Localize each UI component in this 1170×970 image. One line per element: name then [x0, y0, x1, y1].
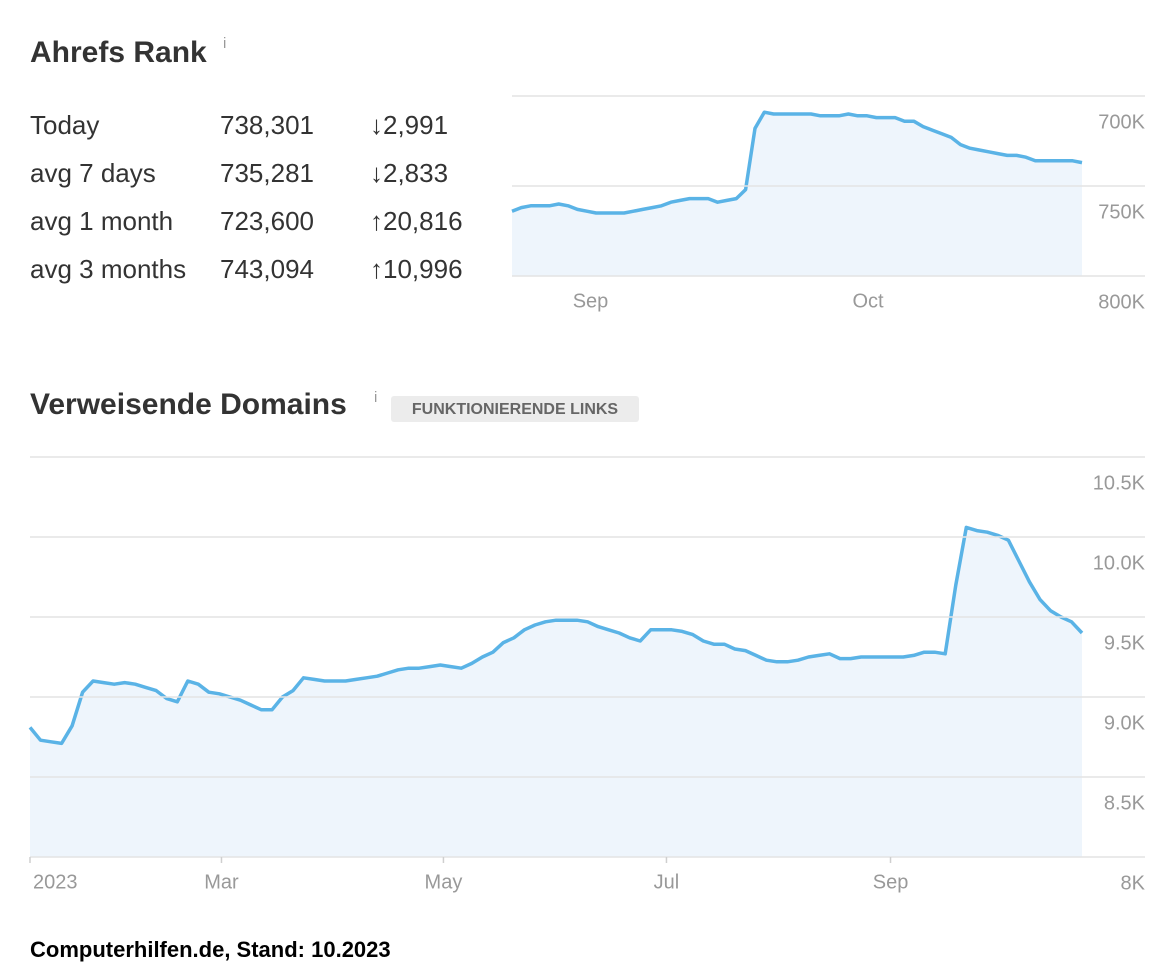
stat-value: 735,281 — [220, 158, 314, 188]
line — [511, 110, 1083, 215]
x-tick-label: 2023 — [33, 871, 78, 893]
stat-label: Today — [30, 110, 99, 140]
stat-label: avg 7 days — [30, 158, 156, 188]
stat-value: 743,094 — [220, 254, 314, 284]
stat-change: ↑20,816 — [370, 206, 463, 236]
stat-label: avg 3 months — [30, 254, 186, 284]
stat-value: 723,600 — [220, 206, 314, 236]
x-tick-label: Jul — [654, 871, 680, 893]
x-tick-label: May — [425, 871, 463, 893]
info-icon[interactable]: i — [374, 389, 377, 406]
footer: Computerhilfen.de, Stand: 10.2023 — [30, 937, 391, 962]
x-tick-label: Sep — [573, 290, 609, 312]
area-fill — [30, 527, 1082, 857]
y-tick-label: 9.5K — [1104, 632, 1146, 654]
section-title: Ahrefs Rank — [30, 36, 207, 69]
info-icon[interactable]: i — [223, 35, 226, 52]
stat-label: avg 1 month — [30, 206, 173, 236]
y-tick-label: 9.0K — [1104, 712, 1146, 734]
y-tick-label: 700K — [1098, 111, 1145, 133]
stat-change: ↑10,996 — [370, 254, 463, 284]
stat-change: ↓2,991 — [370, 110, 448, 140]
y-tick-label: 10.0K — [1093, 552, 1146, 574]
y-tick-label: 8K — [1121, 872, 1146, 894]
x-tick-label: Sep — [873, 871, 909, 893]
x-tick-label: Oct — [852, 290, 884, 312]
area-fill — [512, 112, 1082, 276]
badge[interactable]: FUNKTIONIERENDE LINKS — [412, 401, 619, 418]
section-title: Verweisende Domains — [30, 388, 347, 421]
stat-value: 738,301 — [220, 110, 314, 140]
badge-bg — [391, 396, 639, 422]
y-tick-label: 8.5K — [1104, 792, 1146, 814]
y-tick-label: 800K — [1098, 291, 1145, 313]
stat-change: ↓2,833 — [370, 158, 448, 188]
y-tick-label: 10.5K — [1093, 472, 1146, 494]
x-tick-label: Mar — [204, 871, 239, 893]
y-tick-label: 750K — [1098, 201, 1145, 223]
line — [28, 525, 1084, 746]
